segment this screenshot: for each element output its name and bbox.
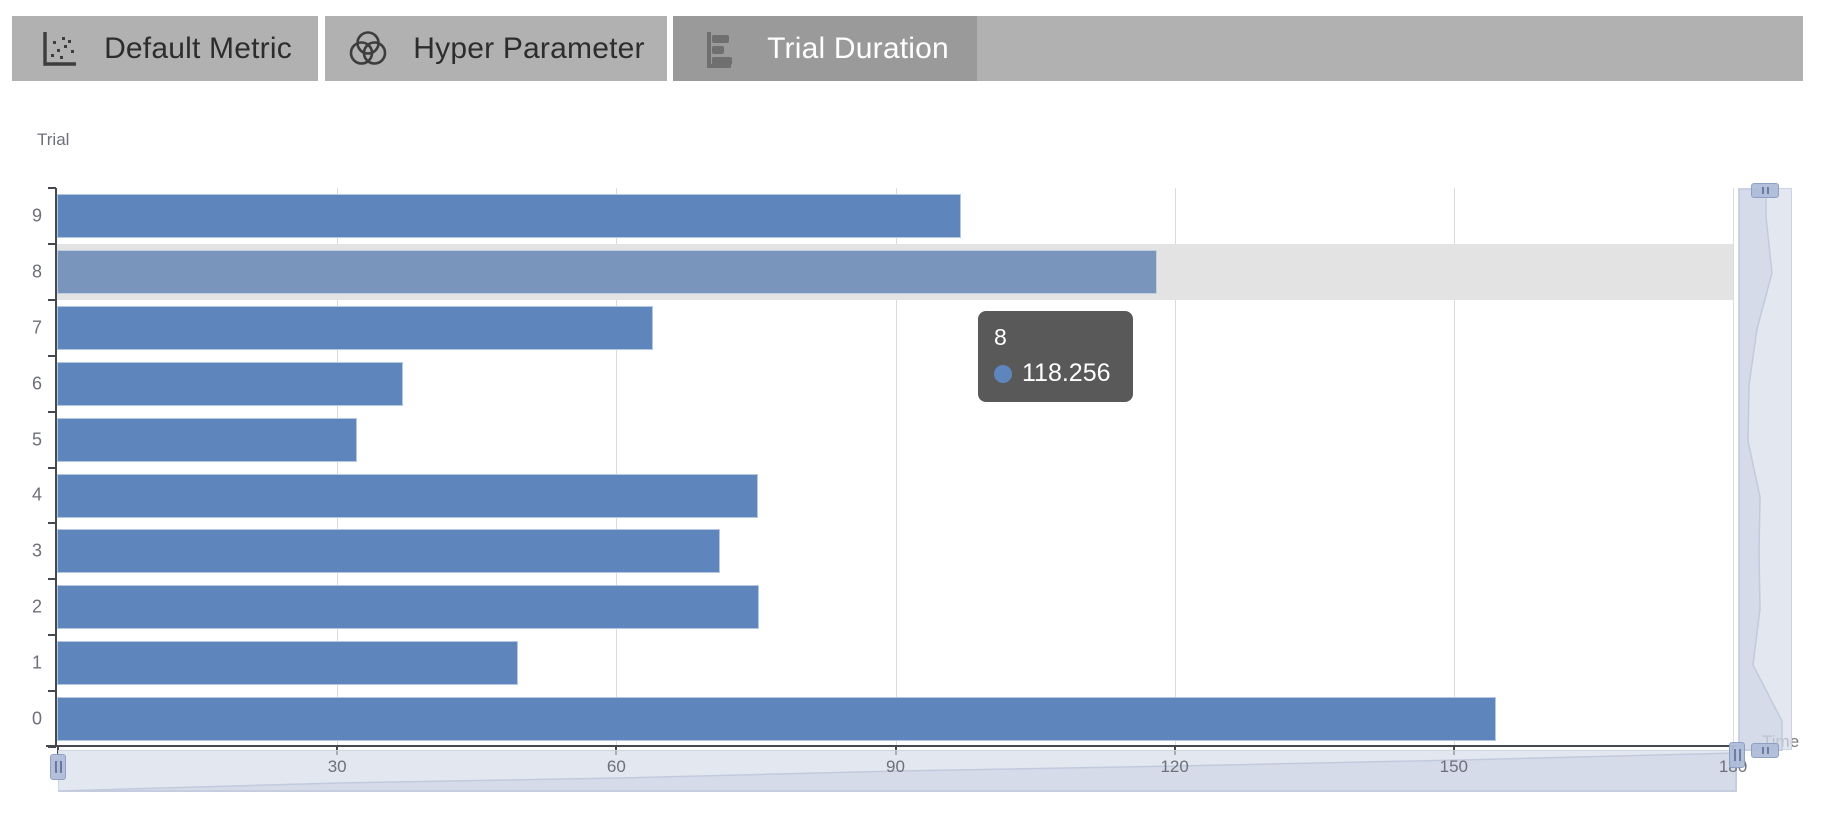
bar-trial-6[interactable] — [57, 362, 403, 406]
datazoom-y-bottom-handle[interactable] — [1751, 743, 1779, 758]
tooltip-series-dot — [994, 365, 1012, 383]
tooltip-category: 8 — [994, 323, 1111, 351]
bar-trial-8[interactable] — [57, 250, 1157, 294]
bar-trial-7[interactable] — [57, 306, 653, 350]
bar-trial-1[interactable] — [57, 641, 518, 685]
datazoom-y-slider[interactable] — [1738, 188, 1792, 750]
y-axis-label: 2 — [8, 597, 42, 618]
y-axis-label: 4 — [8, 485, 42, 506]
datazoom-x-left-handle[interactable] — [50, 754, 66, 780]
x-axis-label: 60 — [607, 757, 626, 777]
tooltip: 8 118.256 — [978, 311, 1133, 402]
y-axis-label: 5 — [8, 429, 42, 450]
x-axis-line — [46, 745, 1737, 747]
datazoom-y-top-handle[interactable] — [1751, 183, 1779, 198]
y-axis-label: 3 — [8, 541, 42, 562]
x-axis-label: 30 — [328, 757, 347, 777]
x-axis-label: 90 — [886, 757, 905, 777]
gridline — [1733, 188, 1734, 745]
x-axis-label: 120 — [1160, 757, 1188, 777]
trial-duration-chart: Trial 03060901201501809876543210 Time 8 … — [0, 0, 1830, 824]
y-axis-label: 9 — [8, 205, 42, 226]
bar-trial-2[interactable] — [57, 585, 759, 629]
y-axis-label: 0 — [8, 709, 42, 730]
bar-trial-5[interactable] — [57, 418, 357, 462]
y-axis-label: 7 — [8, 317, 42, 338]
tooltip-value: 118.256 — [1022, 359, 1111, 388]
bar-trial-9[interactable] — [57, 194, 961, 238]
y-axis-line — [55, 188, 57, 747]
datazoom-y-shadow — [1739, 189, 1793, 751]
datazoom-x-right-handle[interactable] — [1729, 742, 1745, 768]
y-axis-label: 8 — [8, 261, 42, 282]
y-axis-label: 6 — [8, 373, 42, 394]
y-axis-title: Trial — [37, 130, 69, 150]
bar-trial-4[interactable] — [57, 474, 758, 518]
y-axis-label: 1 — [8, 653, 42, 674]
bar-trial-3[interactable] — [57, 529, 720, 573]
bar-trial-0[interactable] — [57, 697, 1496, 741]
x-axis-label: 150 — [1440, 757, 1468, 777]
